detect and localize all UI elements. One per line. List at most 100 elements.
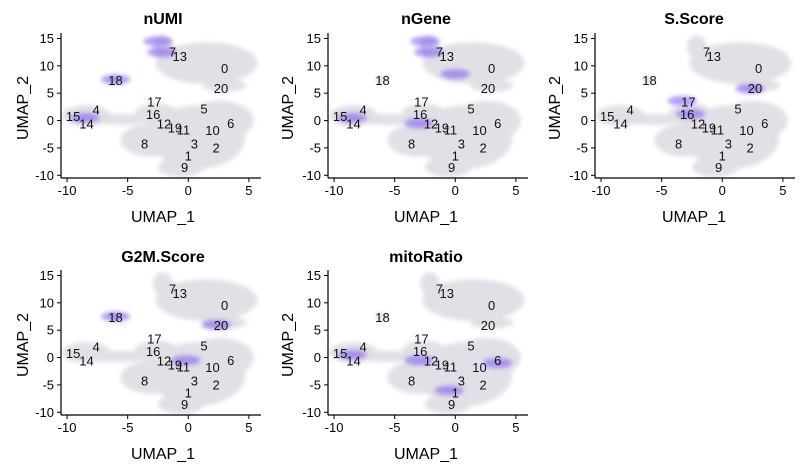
cluster-label: 7 [169, 45, 176, 60]
cluster-points [164, 293, 194, 307]
high-expression [101, 311, 231, 366]
x-axis-label: UMAP_1 [131, 209, 195, 226]
x-tick-label: 0 [719, 183, 726, 198]
x-axis-label: UMAP_1 [394, 209, 458, 226]
cluster-label: 19 [435, 121, 449, 136]
cluster-label: 14 [346, 353, 360, 368]
high-expression-points [70, 112, 100, 123]
cluster-points [375, 75, 388, 84]
high-expression-points [434, 385, 464, 396]
panel-title: mitoRatio [389, 249, 463, 266]
x-tick-label: 5 [512, 420, 519, 435]
cluster-label: 4 [93, 103, 100, 118]
panel-g2m-score: G2M.Score UMAP_2 UMAP_1 -10 -5 0 5-10-50510… [15, 249, 261, 463]
cluster-label: 5 [200, 102, 207, 117]
cluster-label: 8 [408, 137, 415, 152]
cluster-label: 11 [444, 122, 458, 137]
x-tick-label: 5 [512, 183, 519, 198]
high-expression-points [337, 349, 367, 360]
y-tick-label: -5 [42, 377, 54, 392]
cluster-label: 6 [227, 116, 234, 131]
cluster-label: 9 [448, 160, 455, 175]
high-expression-points [404, 355, 434, 366]
cluster-label: 20 [748, 81, 762, 96]
x-tick-label: -5 [389, 183, 401, 198]
cluster-label: 18 [375, 310, 389, 325]
cluster-label: 12 [424, 353, 438, 368]
y-tick-label: 0 [47, 113, 54, 128]
high-expression-points [410, 36, 440, 47]
panel-mitoratio: mitoRatio UMAP_2 UMAP_1 -10 -5 0 5-10-50510… [280, 249, 528, 463]
cluster-points [719, 100, 788, 141]
cluster-label: 15 [333, 109, 347, 124]
cluster-label: 18 [108, 73, 122, 88]
cluster-label: 6 [494, 353, 501, 368]
y-tick-label: 15 [40, 31, 54, 46]
cluster-label: 17 [681, 94, 695, 109]
y-tick-label: -10 [35, 168, 54, 183]
cluster-label: 0 [488, 61, 495, 76]
y-axis-label: UMAP_2 [15, 76, 32, 140]
cluster-label: 6 [227, 353, 234, 368]
cluster-label: 1 [719, 149, 726, 164]
cluster-label: 14 [613, 116, 627, 131]
cluster-label: 10 [205, 123, 219, 138]
cluster-label: 6 [761, 116, 768, 131]
panel-title: S.Score [664, 11, 724, 28]
y-tick-label: 0 [581, 113, 588, 128]
cluster-label: 2 [747, 140, 754, 155]
cluster-label: 16 [146, 107, 160, 122]
cluster-label: 0 [221, 61, 228, 76]
cluster-label: 10 [205, 360, 219, 375]
high-expression [667, 83, 765, 119]
cluster-points [422, 279, 525, 321]
y-tick-label: 15 [307, 268, 321, 283]
cluster-label: 13 [707, 49, 721, 64]
cluster-points [202, 79, 247, 92]
cluster-label: 4 [360, 103, 367, 118]
y-tick-label: -5 [576, 140, 588, 155]
cluster-label: 2 [480, 140, 487, 155]
high-expression-points [440, 69, 470, 79]
cluster-label: 17 [414, 331, 428, 346]
cluster-label: 17 [147, 331, 161, 346]
high-expression-points [101, 311, 131, 322]
high-expression-points [667, 95, 697, 106]
x-tick-label: 0 [452, 420, 459, 435]
high-expression-points [414, 47, 444, 58]
cluster-label: 19 [702, 121, 716, 136]
y-tick-label: -5 [309, 140, 321, 155]
x-tick-label: -5 [389, 420, 401, 435]
y-tick-label: -10 [35, 405, 54, 420]
cluster-label: 10 [472, 123, 486, 138]
cluster-label: 20 [481, 318, 495, 333]
y-tick-label: 5 [314, 323, 321, 338]
cluster-label: 13 [173, 286, 187, 301]
cluster-label: 7 [703, 45, 710, 60]
cluster-label: 13 [440, 49, 454, 64]
cluster-label: 3 [458, 374, 465, 389]
cluster-label: 5 [734, 102, 741, 117]
x-tick-label: -5 [122, 420, 134, 435]
cluster-label: 19 [168, 121, 182, 136]
cluster-points [420, 272, 440, 296]
point-cloud [62, 272, 258, 414]
y-tick-label: 0 [47, 350, 54, 365]
x-tick-label: -10 [325, 183, 344, 198]
cluster-points [370, 115, 425, 124]
x-tick-label: -10 [592, 183, 611, 198]
cluster-label: 8 [141, 137, 148, 152]
cluster-label: 13 [173, 49, 187, 64]
cluster-label: 3 [725, 137, 732, 152]
cluster-label: 15 [66, 109, 80, 124]
y-tick-label: 10 [307, 58, 321, 73]
cluster-label: 14 [79, 353, 93, 368]
cluster-label: 12 [691, 116, 705, 131]
high-expression-points [143, 36, 173, 47]
cluster-label: 19 [435, 358, 449, 373]
